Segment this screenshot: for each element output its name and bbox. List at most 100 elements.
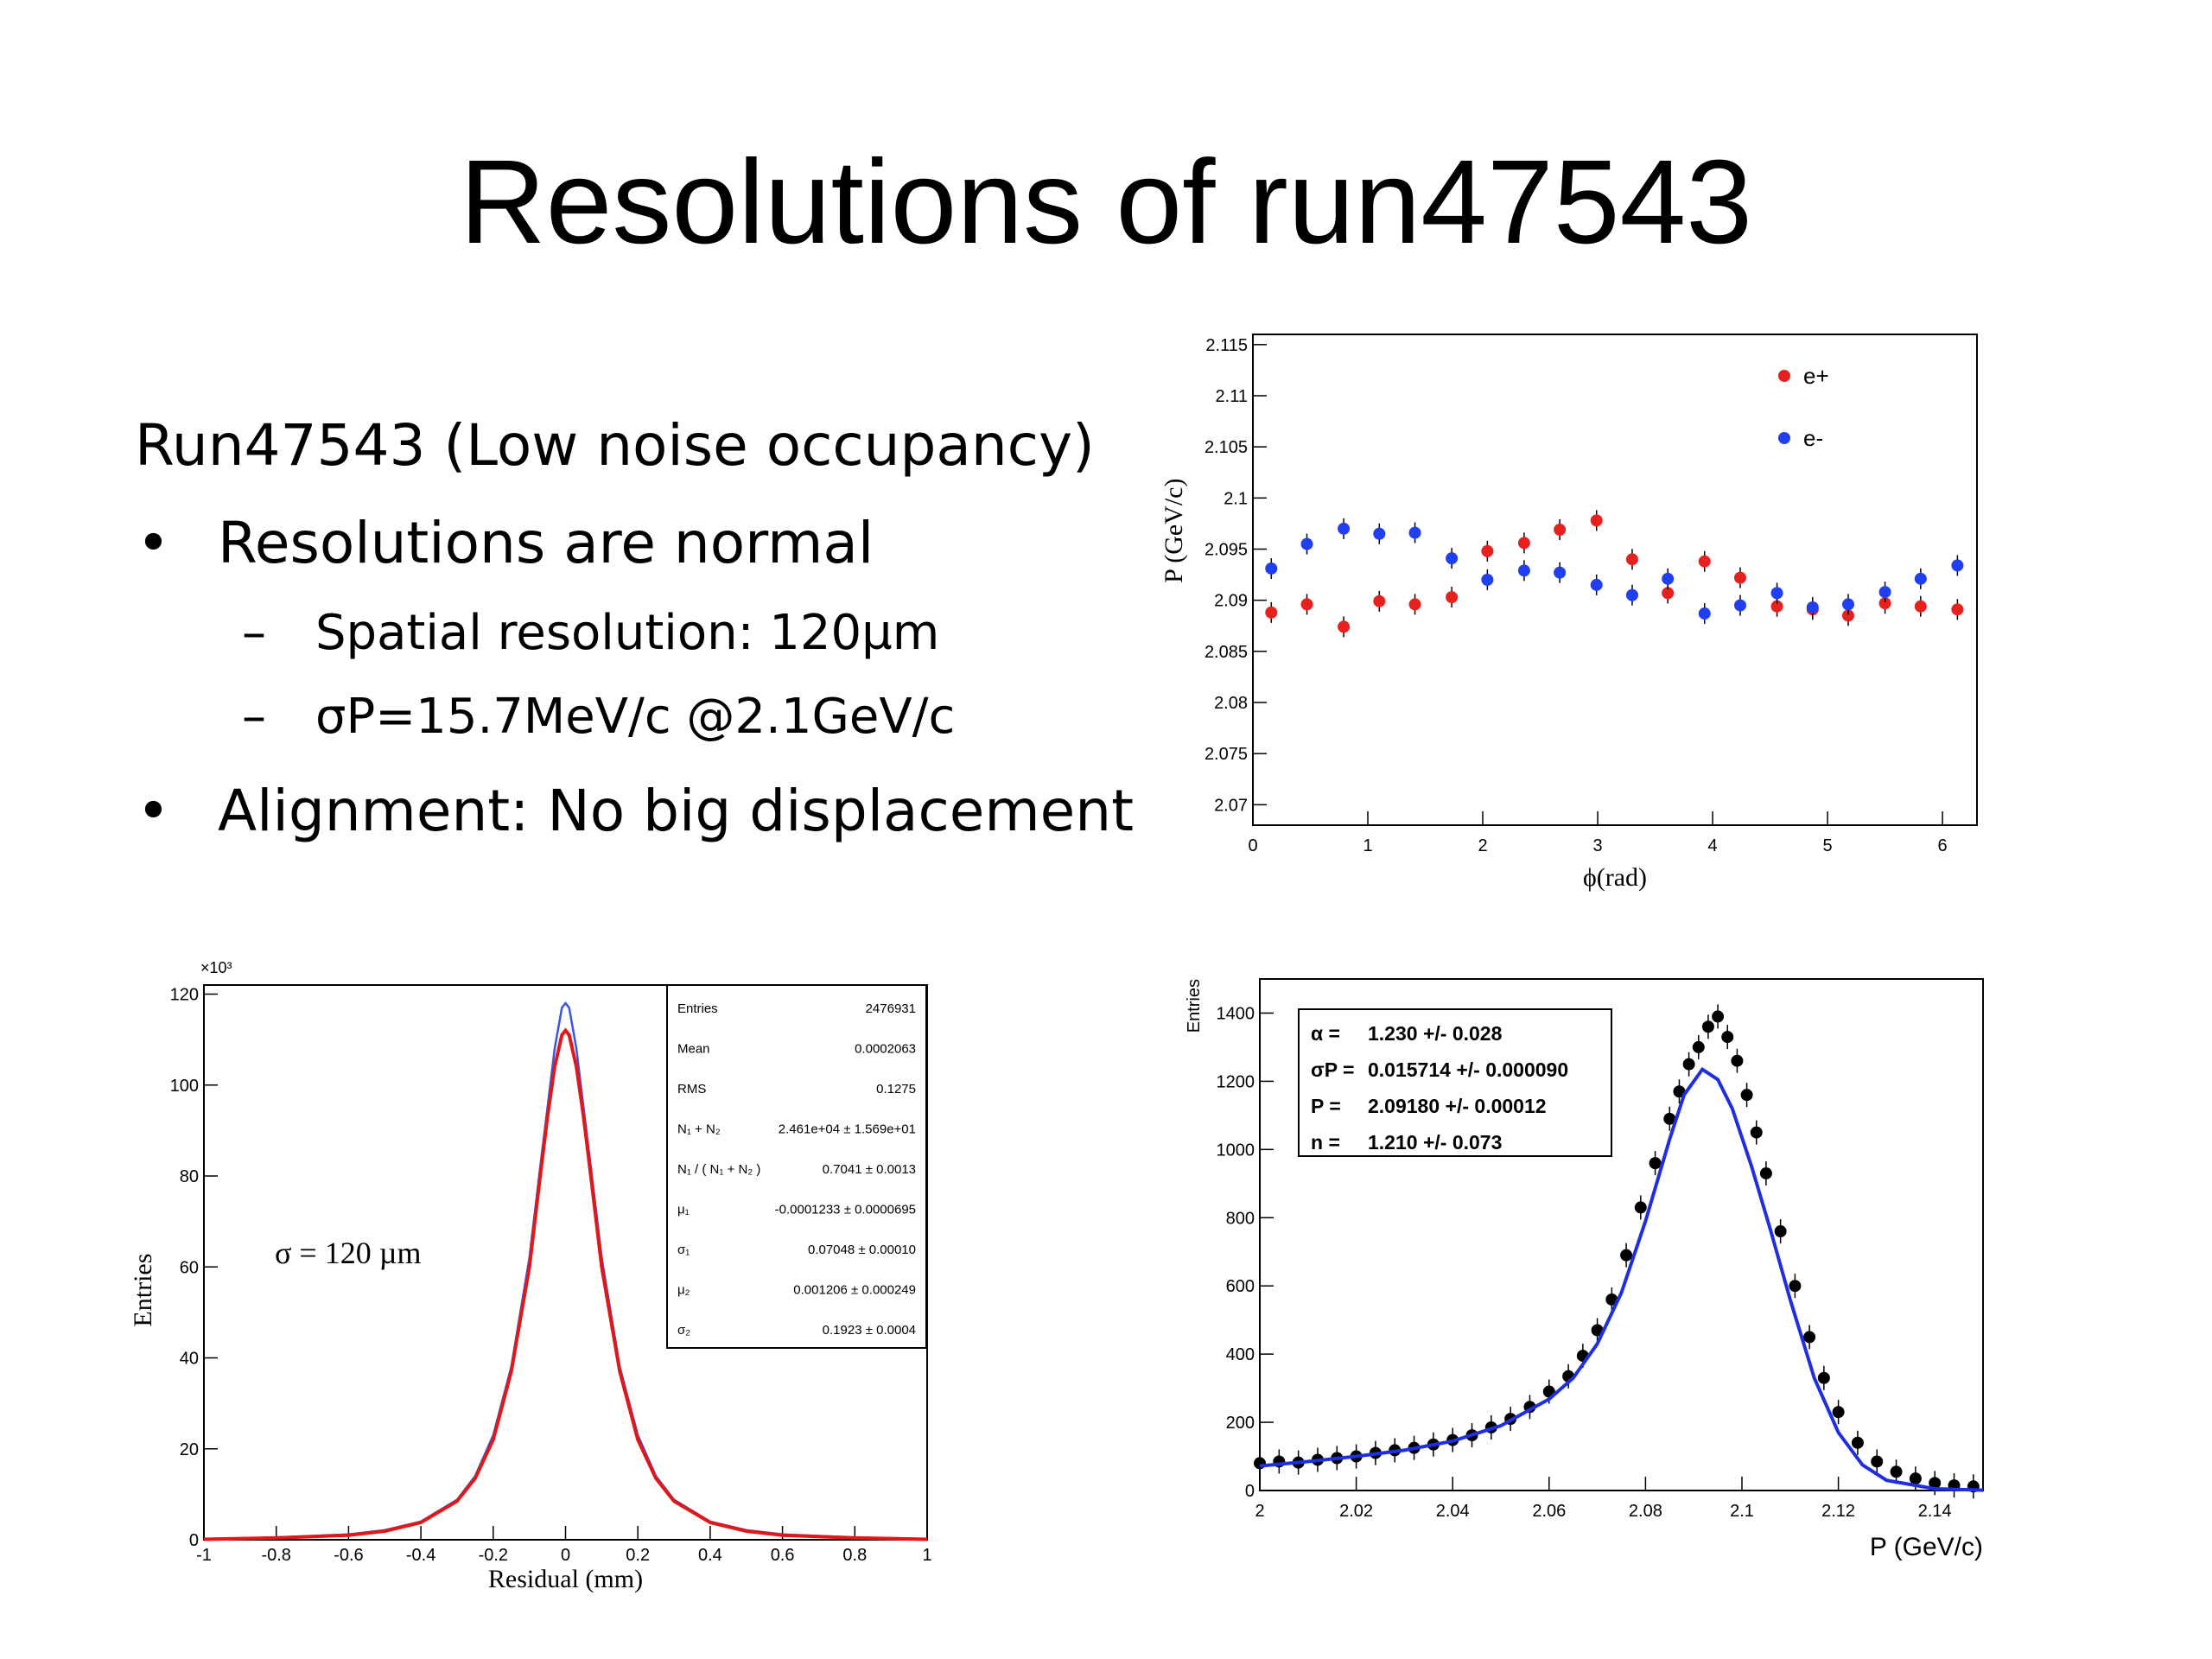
stats-value: 2476931	[866, 1001, 916, 1016]
y-tick-label: 2.085	[1205, 643, 1248, 662]
data-point	[1774, 1225, 1787, 1238]
y-tick-label: 800	[1226, 1209, 1255, 1228]
y-tick-label: 600	[1226, 1277, 1255, 1296]
y-tick-label: 2.08	[1214, 694, 1248, 713]
legend-marker-e-plus	[1778, 370, 1790, 382]
e-plus-point	[1590, 514, 1603, 527]
data-point	[1832, 1406, 1845, 1419]
e-plus-point	[1300, 598, 1313, 611]
e-minus-point	[1300, 537, 1313, 550]
sub-bullet-1-dash: –	[242, 605, 266, 661]
data-point	[1890, 1465, 1903, 1478]
y-tick-label: 1200	[1217, 1072, 1255, 1091]
e-minus-point	[1698, 607, 1711, 620]
sub-bullet-2-dash: –	[242, 689, 266, 745]
x-tick-label: 2.08	[1629, 1502, 1662, 1521]
e-minus-point	[1842, 598, 1855, 611]
x-tick-label: 0.2	[626, 1546, 650, 1565]
legend-label-e-minus: e-	[1803, 425, 1823, 451]
x-tick-label: 0.8	[842, 1546, 867, 1565]
x-tick-label: 1	[1363, 836, 1372, 855]
e-minus-point	[1554, 566, 1567, 579]
e-plus-point	[1842, 609, 1855, 622]
y-tick-label: 2.115	[1205, 336, 1248, 355]
data-point	[1750, 1126, 1763, 1139]
y-tick-label: 20	[180, 1440, 199, 1459]
data-point	[1789, 1280, 1802, 1293]
sub-bullet-1-text: Spatial resolution: 120µm	[315, 605, 940, 661]
stats-value: -0.0001233 ± 0.0000695	[775, 1203, 916, 1217]
stats-label: RMS	[677, 1082, 706, 1096]
e-minus-point	[1625, 588, 1638, 601]
data-point	[1701, 1020, 1714, 1033]
sub-bullet-2-text: σP=15.7MeV/c @2.1GeV/c	[315, 689, 956, 745]
e-minus-point	[1951, 559, 1964, 572]
y-axis-label: Entries	[1185, 979, 1204, 1033]
e-minus-point	[1733, 599, 1746, 612]
e-plus-point	[1951, 603, 1964, 616]
x-tick-label: -0.6	[334, 1546, 363, 1565]
bullet-1-text: Resolutions are normal	[218, 510, 874, 576]
momentum-distribution-chart: 2 2.02 2.04 2.06 2.08 2.1 2.12 2.14 0 200 400 600 80…	[1185, 978, 1984, 1561]
y-tick-label: 2.075	[1205, 745, 1248, 764]
data-point	[1591, 1324, 1604, 1337]
fit-param-value: 1.210 +/- 0.073	[1368, 1131, 1502, 1154]
data-point	[1803, 1331, 1816, 1344]
data-point	[1712, 1010, 1725, 1023]
e-minus-point	[1408, 526, 1421, 539]
stats-value: 0.0002063	[855, 1042, 916, 1057]
x-tick-label: -0.4	[406, 1546, 435, 1565]
fit-curve	[203, 1027, 928, 1541]
x-axis-label: ϕ(rad)	[1583, 863, 1647, 892]
fit-param-value: 0.015714 +/- 0.000090	[1368, 1058, 1568, 1081]
e-minus-point	[1914, 572, 1927, 585]
data-point	[1663, 1112, 1676, 1125]
data-point	[1673, 1085, 1686, 1098]
e-plus-point	[1338, 620, 1351, 633]
e-plus-point	[1408, 598, 1421, 611]
e-minus-point	[1806, 601, 1819, 613]
data-point	[1649, 1157, 1662, 1170]
y-tick-label: 200	[1226, 1414, 1255, 1433]
x-tick-label: 2	[1255, 1502, 1264, 1521]
e-plus-point	[1373, 594, 1386, 607]
data-point	[1731, 1054, 1744, 1067]
stats-label: μ₂	[677, 1283, 690, 1298]
e-minus-point	[1446, 552, 1459, 565]
e-minus-point	[1590, 578, 1603, 591]
stats-value: 0.7041 ± 0.0013	[823, 1162, 916, 1177]
x-tick-label: 2.02	[1339, 1502, 1373, 1521]
e-minus-point	[1517, 564, 1530, 577]
e-minus-point	[1662, 572, 1675, 585]
data-point	[1759, 1166, 1772, 1179]
y-tick-label: 2.11	[1216, 387, 1248, 406]
bullet-2-glyph: •	[137, 778, 170, 844]
e-plus-point	[1770, 600, 1783, 613]
plot-frame	[1252, 334, 1978, 826]
x-tick-label: 4	[1708, 836, 1718, 855]
x-tick-label: 3	[1592, 836, 1602, 855]
x-tick-label: -0.2	[479, 1546, 508, 1565]
plot-frame	[1259, 978, 1984, 1491]
y-tick-label: 120	[170, 986, 199, 1005]
data-point	[1817, 1371, 1830, 1384]
intro-text: Run47543 (Low noise occupancy)	[135, 412, 1095, 479]
x-tick-label: 0.4	[698, 1546, 722, 1565]
e-minus-point	[1265, 562, 1278, 575]
data-point	[1851, 1436, 1864, 1449]
y-tick-label: 2.095	[1205, 541, 1248, 560]
stats-value: 0.001206 ± 0.000249	[793, 1283, 916, 1298]
stats-value: 0.07048 ± 0.00010	[808, 1243, 916, 1257]
fit-param-value: 2.09180 +/- 0.00012	[1368, 1095, 1547, 1117]
y-tick-label: 2.105	[1205, 438, 1248, 457]
e-plus-point	[1878, 597, 1891, 610]
stats-value: 0.1275	[876, 1082, 916, 1096]
e-minus-point	[1481, 574, 1494, 586]
data-point	[1605, 1293, 1618, 1306]
e-plus-point	[1625, 553, 1638, 566]
e-minus-point	[1338, 522, 1351, 535]
y-tick-label: 80	[180, 1167, 199, 1186]
x-tick-label: 1	[922, 1546, 931, 1565]
y-tick-label: 400	[1226, 1345, 1255, 1364]
stats-label: Entries	[677, 1001, 718, 1016]
